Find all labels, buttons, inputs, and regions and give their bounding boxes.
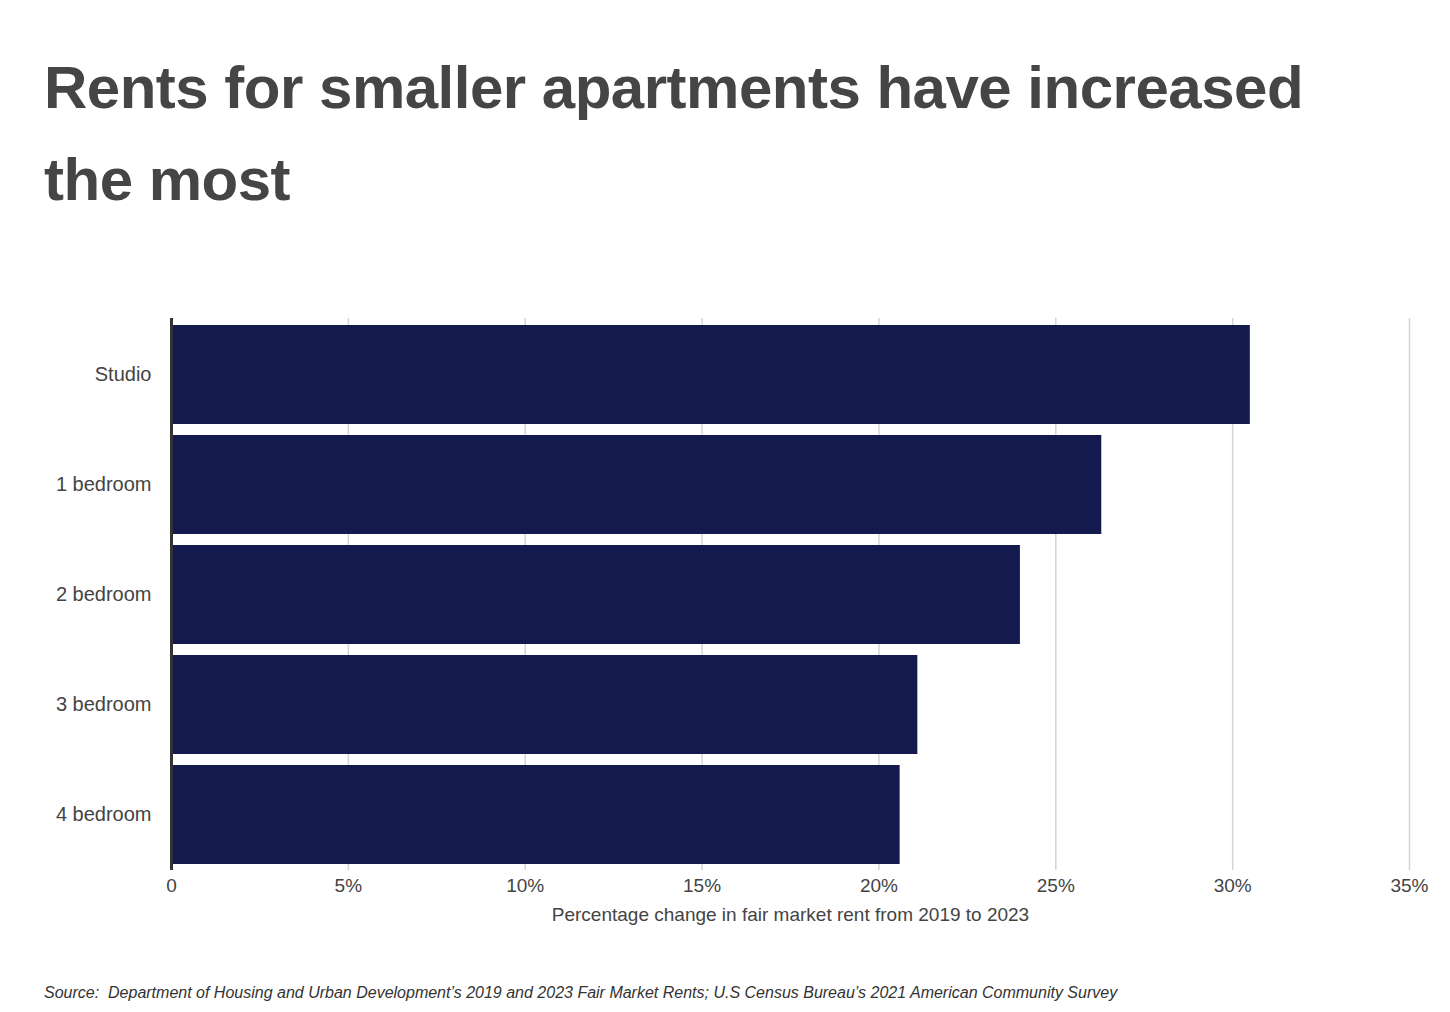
- svg-text:3 bedroom: 3 bedroom: [56, 693, 152, 715]
- svg-text:20%: 20%: [860, 875, 898, 896]
- svg-text:30%: 30%: [1214, 875, 1252, 896]
- svg-text:5%: 5%: [335, 875, 363, 896]
- svg-text:1 bedroom: 1 bedroom: [56, 473, 152, 495]
- svg-text:Percentage change in fair mark: Percentage change in fair market rent fr…: [552, 904, 1029, 925]
- svg-text:10%: 10%: [506, 875, 544, 896]
- svg-text:25%: 25%: [1037, 875, 1075, 896]
- svg-text:4 bedroom: 4 bedroom: [56, 803, 152, 825]
- svg-text:35%: 35%: [1390, 875, 1428, 896]
- svg-text:15%: 15%: [683, 875, 721, 896]
- html-text:Rents for smaller apartments h: Rents for smaller apartments have increa…: [44, 54, 1303, 213]
- svg-text:Studio: Studio: [95, 363, 152, 385]
- html-text:Source: Department of Housing: Source: Department of Housing and Urban …: [44, 984, 1118, 1001]
- svg-text:2 bedroom: 2 bedroom: [56, 583, 152, 605]
- svg-text:0: 0: [166, 875, 177, 896]
